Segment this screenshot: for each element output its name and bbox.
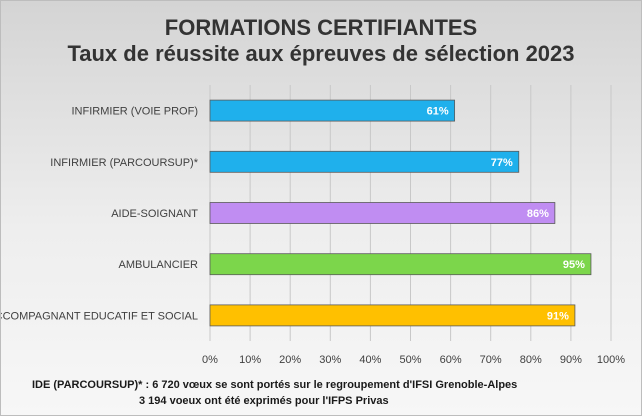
- footnote-line-2: 3 194 voeux ont été exprimés pour l'IFPS…: [139, 395, 389, 407]
- x-tick-label: 90%: [560, 354, 582, 366]
- category-label: ACCOMPAGNANT EDUCATIF ET SOCIAL: [1, 310, 198, 322]
- x-tick-label: 0%: [202, 354, 218, 366]
- x-tick-label: 50%: [399, 354, 421, 366]
- x-tick-label: 10%: [239, 354, 261, 366]
- data-label: 91%: [547, 310, 569, 322]
- data-label: 95%: [563, 259, 585, 271]
- data-label: 86%: [527, 208, 549, 220]
- category-label: INFIRMIER (VOIE PROF): [72, 106, 199, 118]
- footnote-line-1: IDE (PARCOURSUP)* : 6 720 vœux se sont p…: [32, 379, 518, 391]
- x-tick-label: 60%: [440, 354, 462, 366]
- x-tick-label: 80%: [520, 354, 542, 366]
- bar: [209, 253, 592, 276]
- bar: [209, 304, 576, 327]
- x-tick-label: 100%: [597, 354, 625, 366]
- x-tick-label: 30%: [319, 354, 341, 366]
- data-label: 77%: [491, 157, 513, 169]
- chart-title: FORMATIONS CERTIFIANTES: [164, 15, 478, 40]
- data-label: 61%: [427, 106, 449, 118]
- bar: [209, 150, 520, 173]
- bar: [209, 202, 556, 224]
- chart-subtitle: Taux de réussite aux épreuves de sélecti…: [67, 41, 575, 66]
- x-tick-label: 70%: [480, 354, 502, 366]
- x-tick-label: 20%: [279, 354, 301, 366]
- bar: [209, 99, 456, 122]
- category-label: AMBULANCIER: [119, 259, 199, 271]
- category-label: INFIRMIER (PARCOURSUP)*: [50, 157, 198, 169]
- x-tick-label: 40%: [359, 354, 381, 366]
- category-label: AIDE-SOIGNANT: [111, 208, 198, 220]
